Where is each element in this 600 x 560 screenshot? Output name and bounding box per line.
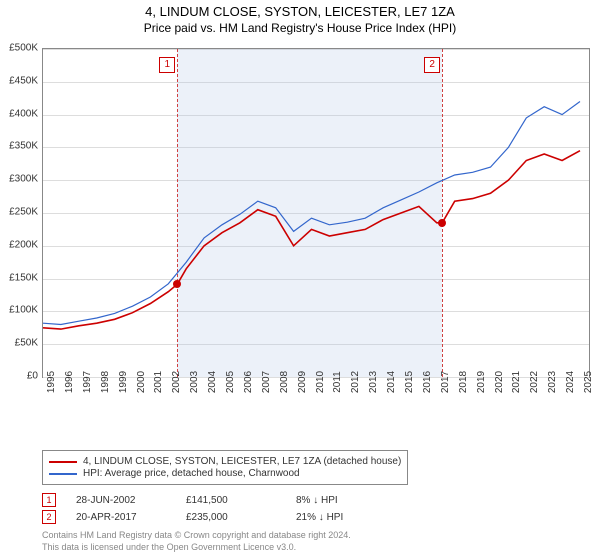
x-axis-label: 2013 [368,371,379,393]
sales-date: 20-APR-2017 [76,512,166,523]
x-axis-label: 1999 [118,371,129,393]
x-axis-label: 2025 [583,371,594,393]
sales-row: 2 20-APR-2017 £235,000 21% ↓ HPI [42,510,590,524]
x-axis-label: 2001 [153,371,164,393]
x-axis-label: 2015 [404,371,415,393]
x-axis-label: 2018 [458,371,469,393]
sales-table: 1 28-JUN-2002 £141,500 8% ↓ HPI 2 20-APR-2017… [42,493,590,524]
series-hpi [43,102,580,325]
x-axis-label: 2020 [494,371,505,393]
sales-delta: 8% ↓ HPI [296,495,386,506]
x-axis-label: 2007 [261,371,272,393]
footer-line2: This data is licensed under the Open Gov… [42,542,590,554]
legend-item: HPI: Average price, detached house, Char… [49,468,401,479]
x-axis-label: 2000 [136,371,147,393]
y-axis-label: £200K [0,239,38,250]
legend-label: 4, LINDUM CLOSE, SYSTON, LEICESTER, LE7 … [83,456,401,467]
x-axis-label: 2023 [547,371,558,393]
x-axis-label: 2009 [297,371,308,393]
chart-svg [43,49,589,377]
legend-swatch [49,461,77,463]
x-axis-label: 2005 [225,371,236,393]
x-axis-label: 1996 [64,371,75,393]
x-axis-label: 1995 [46,371,57,393]
sales-row: 1 28-JUN-2002 £141,500 8% ↓ HPI [42,493,590,507]
legend-item: 4, LINDUM CLOSE, SYSTON, LEICESTER, LE7 … [49,456,401,467]
legend-area: 4, LINDUM CLOSE, SYSTON, LEICESTER, LE7 … [42,450,590,553]
series-property [43,151,580,329]
legend-label: HPI: Average price, detached house, Char… [83,468,300,479]
y-axis-label: £0 [0,371,38,382]
legend-swatch [49,473,77,475]
sale-dot [173,280,181,288]
page-title: 4, LINDUM CLOSE, SYSTON, LEICESTER, LE7 … [0,0,600,19]
legend: 4, LINDUM CLOSE, SYSTON, LEICESTER, LE7 … [42,450,408,485]
x-axis-label: 1997 [82,371,93,393]
x-axis-label: 2011 [332,371,343,393]
x-axis-label: 2019 [476,371,487,393]
x-axis-label: 2012 [350,371,361,393]
y-axis-label: £500K [0,43,38,54]
y-axis-label: £100K [0,305,38,316]
chart: 12 £0£50K£100K£150K£200K£250K£300K£350K£… [42,48,590,418]
y-axis-label: £150K [0,272,38,283]
x-axis-label: 2006 [243,371,254,393]
x-axis-label: 2004 [207,371,218,393]
x-axis-label: 2024 [565,371,576,393]
x-axis-label: 2016 [422,371,433,393]
sales-date: 28-JUN-2002 [76,495,166,506]
y-axis-label: £450K [0,75,38,86]
y-axis-label: £50K [0,338,38,349]
x-axis-label: 2017 [440,371,451,393]
sales-delta: 21% ↓ HPI [296,512,386,523]
footer-line1: Contains HM Land Registry data © Crown c… [42,530,590,542]
sales-marker: 2 [42,510,56,524]
x-axis-label: 2021 [511,371,522,393]
x-axis-label: 2014 [386,371,397,393]
x-axis-label: 2022 [529,371,540,393]
x-axis-label: 2002 [171,371,182,393]
x-axis-label: 2008 [279,371,290,393]
y-axis-label: £350K [0,141,38,152]
plot-area: 12 [42,48,590,378]
x-axis-label: 1998 [100,371,111,393]
sales-marker: 1 [42,493,56,507]
x-axis-label: 2003 [189,371,200,393]
sale-dot [438,219,446,227]
x-axis-label: 2010 [315,371,326,393]
footer: Contains HM Land Registry data © Crown c… [42,530,590,553]
y-axis-label: £400K [0,108,38,119]
sales-price: £141,500 [186,495,276,506]
y-axis-label: £300K [0,174,38,185]
sales-price: £235,000 [186,512,276,523]
y-axis-label: £250K [0,207,38,218]
page-subtitle: Price paid vs. HM Land Registry's House … [0,19,600,35]
